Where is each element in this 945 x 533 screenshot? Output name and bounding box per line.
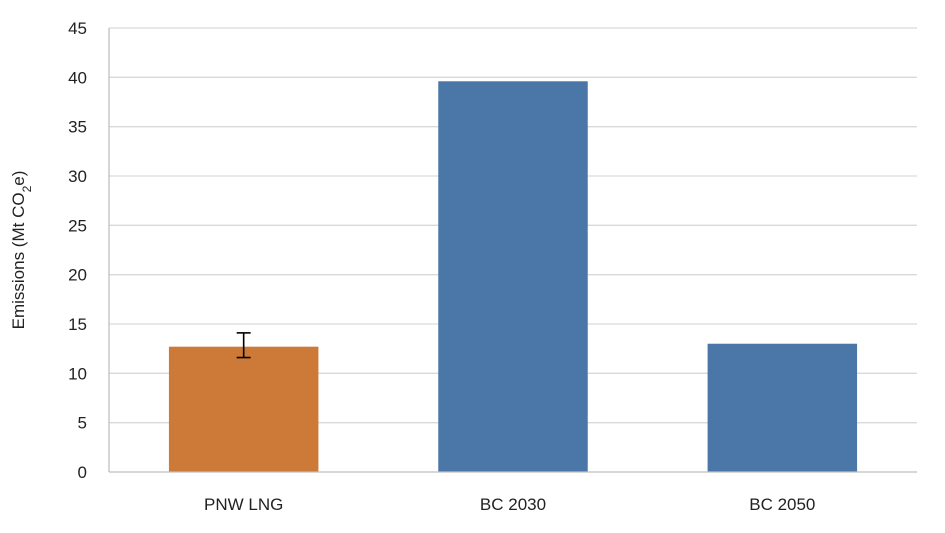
bar-bc-2030 <box>438 81 588 472</box>
y-axis-title-subscript: 2 <box>20 185 34 192</box>
y-tick-label: 35 <box>68 118 87 137</box>
bars <box>168 81 858 472</box>
y-tick-label: 25 <box>68 216 87 235</box>
error-bars <box>236 332 251 359</box>
x-category-label: PNW LNG <box>204 495 283 514</box>
y-tick-labels: 0 5 10 15 20 25 30 35 40 45 <box>68 19 87 482</box>
axes <box>108 28 917 473</box>
x-category-label: BC 2030 <box>480 495 546 514</box>
y-tick-label: 5 <box>78 414 87 433</box>
y-tick-label: 20 <box>68 266 87 285</box>
y-tick-label: 45 <box>68 19 87 38</box>
y-tick-label: 40 <box>68 68 87 87</box>
y-axis-title: Emissions (Mt CO2e) <box>9 171 34 330</box>
y-tick-label: 10 <box>68 364 87 383</box>
y-axis-title-prefix: Emissions (Mt CO <box>9 192 28 329</box>
bar-pnw-lng <box>168 346 319 472</box>
y-axis-title-suffix: e) <box>9 171 28 186</box>
x-category-label: BC 2050 <box>749 495 815 514</box>
y-tick-label: 30 <box>68 167 87 186</box>
error-bar-pnw-lng <box>236 332 251 359</box>
x-category-labels: PNW LNG BC 2030 BC 2050 <box>204 495 815 514</box>
y-tick-label: 0 <box>78 463 87 482</box>
y-tick-label: 15 <box>68 315 87 334</box>
bar-bc-2050 <box>707 343 858 472</box>
